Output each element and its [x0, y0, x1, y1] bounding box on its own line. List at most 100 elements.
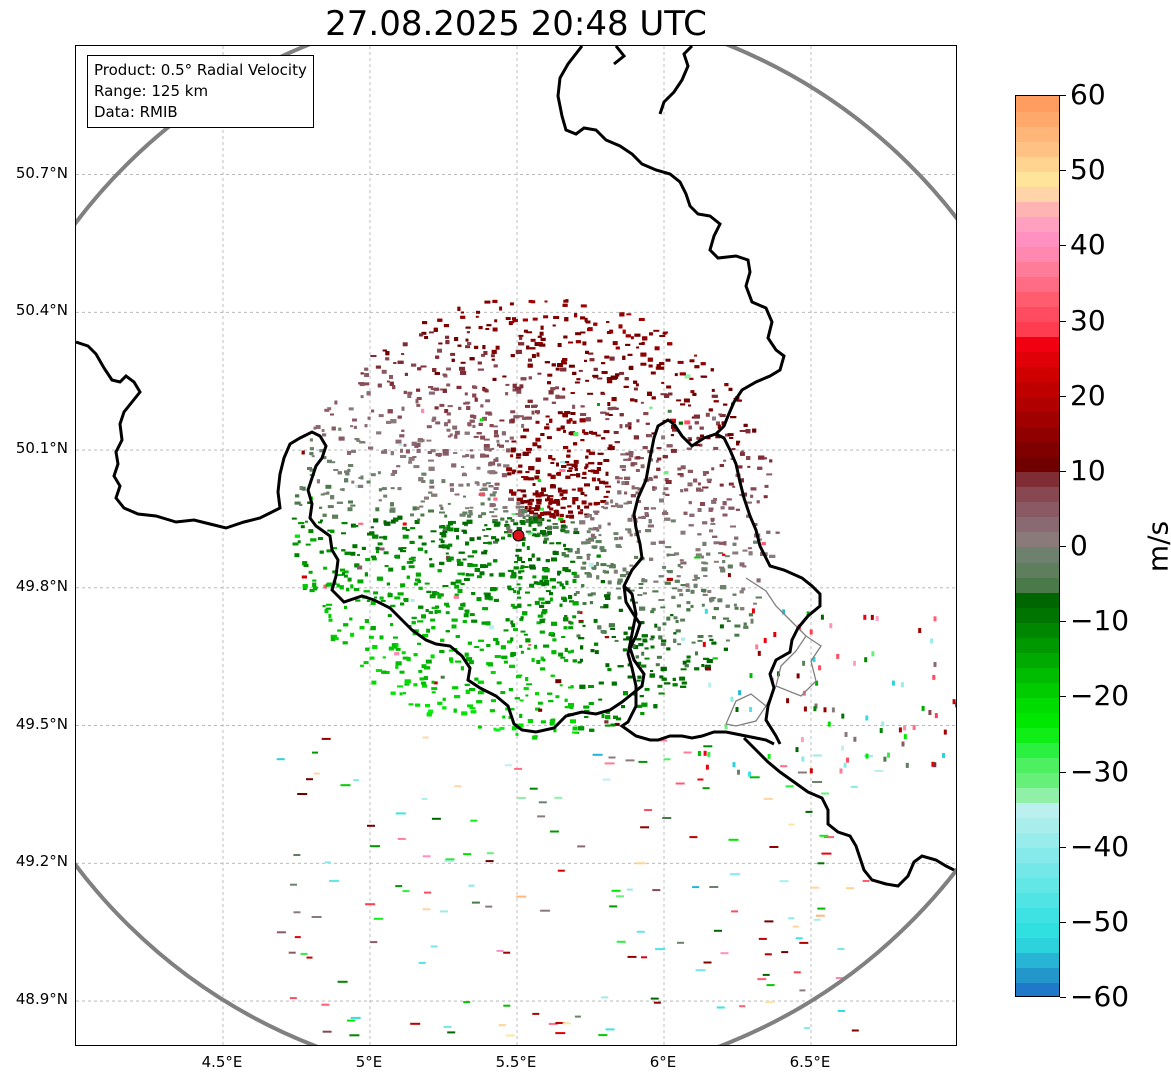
colorbar-segment [1016, 877, 1059, 894]
colorbar-segment [1016, 817, 1059, 834]
colorbar-tick-label: −50 [1070, 904, 1130, 938]
colorbar-segment [1016, 186, 1059, 202]
colorbar-tick-mark [1060, 696, 1066, 698]
colorbar-tick-mark [1060, 245, 1066, 247]
product-info-box: Product: 0.5° Radial Velocity Range: 125… [87, 55, 314, 128]
colorbar-segment [1016, 562, 1059, 578]
colorbar-segment [1016, 937, 1059, 954]
colorbar-segment [1016, 577, 1059, 593]
lat-tick-label: 48.9°N [15, 990, 68, 1009]
colorbar-tick-label: −40 [1070, 829, 1130, 863]
colorbar-segment [1016, 742, 1059, 758]
colorbar-segment [1016, 261, 1059, 277]
colorbar-segment [1016, 516, 1059, 533]
colorbar-segment [1016, 832, 1059, 849]
colorbar-unit-label: m/s [1141, 520, 1171, 573]
colorbar-tick-mark [1060, 921, 1066, 923]
colorbar-segment [1016, 171, 1059, 187]
colorbar-segment [1016, 411, 1059, 428]
colorbar-segment [1016, 697, 1059, 713]
country-borders-east [619, 423, 822, 746]
colorbar-segment [1016, 952, 1059, 969]
lat-tick-label: 50.1°N [15, 439, 68, 458]
info-data-source: Data: RMIB [94, 103, 178, 121]
radar-map[interactable] [75, 45, 957, 1046]
colorbar-tick-mark [1060, 320, 1066, 322]
colorbar-segment [1016, 907, 1059, 924]
lat-tick-label: 49.8°N [15, 576, 68, 595]
colorbar-segment [1016, 847, 1059, 864]
colorbar-segment [1016, 712, 1059, 728]
colorbar-segment [1016, 321, 1059, 338]
colorbar-segment [1016, 246, 1059, 262]
radar-site-marker [512, 529, 525, 542]
colorbar-segment [1016, 336, 1059, 353]
colorbar-segment [1016, 351, 1059, 368]
colorbar-segment [1016, 426, 1059, 443]
colorbar-tick-label: 40 [1070, 228, 1106, 262]
colorbar-segment [1016, 637, 1059, 653]
colorbar-segment [1016, 216, 1059, 232]
colorbar-segment [1016, 892, 1059, 909]
colorbar-segment [1016, 111, 1059, 127]
colorbar-tick-label: 50 [1070, 153, 1106, 187]
colorbar-segment [1016, 471, 1059, 488]
colorbar-segment [1016, 291, 1059, 307]
colorbar-segment [1016, 396, 1059, 413]
colorbar-segment [1016, 441, 1059, 458]
colorbar-segment [1016, 922, 1059, 939]
colorbar-segment [1016, 982, 1059, 996]
luxembourg-canton-borders [725, 577, 822, 727]
colorbar-tick-mark [1060, 395, 1066, 397]
colorbar-segment [1016, 366, 1059, 383]
colorbar-segment [1016, 787, 1059, 804]
colorbar-segment [1016, 96, 1059, 112]
radar-map-canvas[interactable] [76, 46, 957, 1046]
colorbar-tick-mark [1060, 170, 1066, 172]
colorbar-segment [1016, 486, 1059, 503]
colorbar-segment [1016, 231, 1059, 247]
colorbar-segment [1016, 156, 1059, 172]
colorbar-segment [1016, 531, 1059, 548]
colorbar-tick-mark [1060, 95, 1066, 96]
colorbar-segment [1016, 141, 1059, 157]
colorbar-segment [1016, 727, 1059, 743]
lon-tick-label: 4.5°E [201, 1053, 243, 1071]
lon-tick-label: 5°E [355, 1053, 383, 1071]
colorbar-tick-mark [1060, 621, 1066, 623]
lon-tick-label: 5.5°E [495, 1053, 537, 1071]
colorbar-tick-mark [1060, 470, 1066, 472]
colorbar-tick-label: 10 [1070, 453, 1106, 487]
colorbar-tick-label: 30 [1070, 303, 1106, 337]
colorbar-segment [1016, 802, 1059, 819]
colorbar-tick-label: −30 [1070, 754, 1130, 788]
colorbar-segment [1016, 652, 1059, 668]
country-borders-northeast [556, 46, 786, 436]
colorbar-segment [1016, 772, 1059, 789]
lon-tick-label: 6°E [649, 1053, 677, 1071]
lat-tick-label: 49.2°N [15, 852, 68, 871]
lon-tick-label: 6.5°E [789, 1053, 831, 1071]
colorbar-tick-label: −20 [1070, 679, 1130, 713]
lat-tick-label: 50.7°N [15, 163, 68, 182]
colorbar-segment [1016, 607, 1059, 623]
colorbar-tick-mark [1060, 846, 1066, 848]
country-borders [76, 340, 675, 734]
colorbar-segment [1016, 682, 1059, 698]
gridlines [76, 46, 956, 1045]
colorbar-segment [1016, 862, 1059, 879]
colorbar [1015, 95, 1060, 997]
colorbar-segment [1016, 456, 1059, 473]
colorbar-tick-label: −10 [1070, 604, 1130, 638]
colorbar-segment [1016, 967, 1059, 984]
colorbar-segment [1016, 622, 1059, 638]
lat-tick-label: 50.4°N [15, 301, 68, 320]
colorbar-segment [1016, 592, 1059, 608]
colorbar-segment [1016, 667, 1059, 683]
colorbar-tick-label: 0 [1070, 529, 1088, 562]
info-product: Product: 0.5° Radial Velocity [94, 61, 307, 79]
colorbar-tick-mark [1060, 771, 1066, 773]
map-title: 27.08.2025 20:48 UTC [325, 4, 707, 44]
colorbar-segment [1016, 381, 1059, 398]
colorbar-tick-label: −60 [1070, 980, 1130, 1013]
